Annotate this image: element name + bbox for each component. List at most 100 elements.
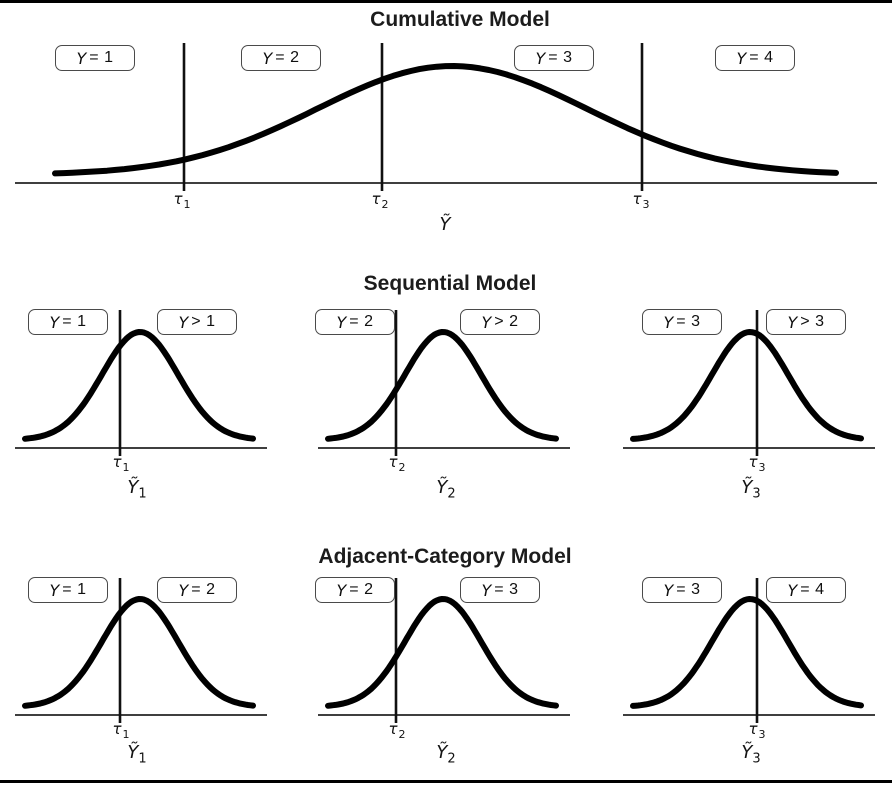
axis-label-sub: 2 — [447, 486, 456, 502]
tau-subscript: 1 — [183, 198, 191, 211]
tau-subscript: 1 — [122, 461, 130, 474]
seq2-tau-label: τ2 — [388, 453, 405, 474]
category-rel: > 3 — [800, 313, 825, 330]
category-box-y3: Y = 3 — [514, 45, 594, 71]
category-box-y4: Y = 4 — [715, 45, 795, 71]
category-var: Y — [481, 312, 492, 332]
category-var: Y — [535, 48, 546, 68]
category-var: Y — [49, 312, 60, 332]
cumulative-panel — [15, 43, 877, 191]
tau3-label: τ3 — [632, 190, 649, 211]
row-title-sequential: Sequential Model — [363, 272, 537, 295]
sequential-2-density-curve — [325, 329, 559, 442]
category-var: Y — [49, 580, 60, 600]
tau-symbol: τ — [173, 190, 183, 208]
category-var: Y — [336, 312, 347, 332]
category-rel: = 3 — [676, 313, 701, 330]
seq3-tau-label: τ3 — [748, 453, 765, 474]
seq1-right-box: Y > 1 — [157, 309, 237, 335]
top-rule — [0, 0, 892, 3]
tau-subscript: 2 — [381, 198, 389, 211]
tau-subscript: 3 — [642, 198, 650, 211]
adj3-right-box: Y = 4 — [766, 577, 846, 603]
category-rel: > 2 — [494, 313, 519, 330]
axis-label-sub: 3 — [752, 486, 761, 502]
tau-symbol: τ — [371, 190, 381, 208]
axis-label-ytilde: Ỹ — [440, 214, 451, 239]
bottom-rule — [0, 780, 892, 783]
tau-symbol: τ — [388, 453, 398, 471]
sequential-1-density-curve — [22, 329, 256, 442]
category-rel: = 2 — [349, 313, 374, 330]
adjacent-1-density-curve — [22, 596, 256, 709]
tau-subscript: 2 — [398, 461, 406, 474]
tau-subscript: 1 — [122, 728, 130, 741]
adj3-tau-label: τ3 — [748, 720, 765, 741]
category-rel: = 2 — [191, 581, 216, 598]
adjacent-3-panel — [623, 578, 875, 723]
seq1-axis-label: Ỹ1 — [127, 477, 146, 502]
category-var: Y — [787, 580, 798, 600]
tau-symbol: τ — [748, 453, 758, 471]
adjacent-1-panel — [15, 578, 267, 723]
adj1-right-box: Y = 2 — [157, 577, 237, 603]
adjacent-2-density-curve — [325, 596, 559, 709]
row-title-adjacent: Adjacent-Category Model — [318, 545, 572, 568]
axis-label-base: Ỹ — [436, 742, 448, 763]
cumulative-density-curve — [52, 63, 839, 177]
adj2-right-box: Y = 3 — [460, 577, 540, 603]
category-var: Y — [736, 48, 747, 68]
category-box-y2: Y = 2 — [241, 45, 321, 71]
adjacent-3-density-curve — [630, 596, 864, 709]
adj3-left-box: Y = 3 — [642, 577, 722, 603]
tau-symbol: τ — [748, 720, 758, 738]
category-var: Y — [663, 580, 674, 600]
category-rel: = 3 — [548, 49, 573, 66]
category-rel: > 1 — [191, 313, 216, 330]
category-var: Y — [787, 312, 798, 332]
seq3-axis-label: Ỹ3 — [741, 477, 760, 502]
axis-label-base: Ỹ — [439, 214, 451, 235]
category-rel: = 2 — [349, 581, 374, 598]
seq3-right-box: Y > 3 — [766, 309, 846, 335]
adj2-axis-label: Ỹ2 — [436, 742, 455, 767]
axis-label-base: Ỹ — [127, 742, 139, 763]
seq1-tau-label: τ1 — [112, 453, 129, 474]
adj2-left-box: Y = 2 — [315, 577, 395, 603]
axis-label-sub: 3 — [752, 751, 761, 767]
category-box-y1: Y = 1 — [55, 45, 135, 71]
category-rel: = 2 — [275, 49, 300, 66]
category-var: Y — [481, 580, 492, 600]
sequential-3-panel — [623, 310, 875, 456]
category-var: Y — [178, 312, 189, 332]
seq3-left-box: Y = 3 — [642, 309, 722, 335]
tau-symbol: τ — [632, 190, 642, 208]
adj1-left-box: Y = 1 — [28, 577, 108, 603]
category-rel: = 1 — [62, 313, 87, 330]
axis-label-base: Ỹ — [741, 477, 753, 498]
category-rel: = 3 — [676, 581, 701, 598]
seq2-right-box: Y > 2 — [460, 309, 540, 335]
axis-label-base: Ỹ — [436, 477, 448, 498]
adj2-tau-label: τ2 — [388, 720, 405, 741]
seq1-left-box: Y = 1 — [28, 309, 108, 335]
category-rel: = 3 — [494, 581, 519, 598]
tau2-label: τ2 — [371, 190, 388, 211]
category-var: Y — [262, 48, 273, 68]
adjacent-2-panel — [318, 578, 570, 723]
sequential-1-panel — [15, 310, 267, 456]
sequential-2-panel — [318, 310, 570, 456]
axis-label-base: Ỹ — [741, 742, 753, 763]
tau-symbol: τ — [388, 720, 398, 738]
sequential-3-density-curve — [630, 329, 864, 442]
tau-subscript: 2 — [398, 728, 406, 741]
category-rel: = 1 — [62, 581, 87, 598]
category-var: Y — [76, 48, 87, 68]
adj3-axis-label: Ỹ3 — [741, 742, 760, 767]
tau-subscript: 3 — [758, 728, 766, 741]
tau-symbol: τ — [112, 453, 122, 471]
axis-label-sub: 1 — [138, 751, 147, 767]
category-var: Y — [663, 312, 674, 332]
